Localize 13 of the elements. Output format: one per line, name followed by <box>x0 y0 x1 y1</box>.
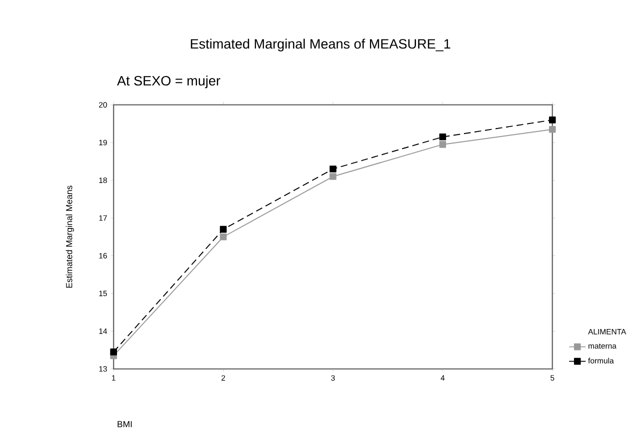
point <box>330 166 336 172</box>
y-axis-title: Estimated Marginal Means <box>66 186 74 288</box>
point <box>110 348 117 356</box>
point <box>220 226 227 233</box>
point <box>548 116 556 124</box>
point <box>330 173 336 180</box>
point <box>439 141 446 148</box>
chart-title: Estimated Marginal Means of MEASURE_1 <box>190 38 450 52</box>
point <box>439 134 446 140</box>
point <box>220 234 227 240</box>
x-axis-title: BMI <box>118 421 132 428</box>
chart-subtitle: At SEXO = mujer <box>117 76 220 88</box>
point <box>548 126 556 133</box>
